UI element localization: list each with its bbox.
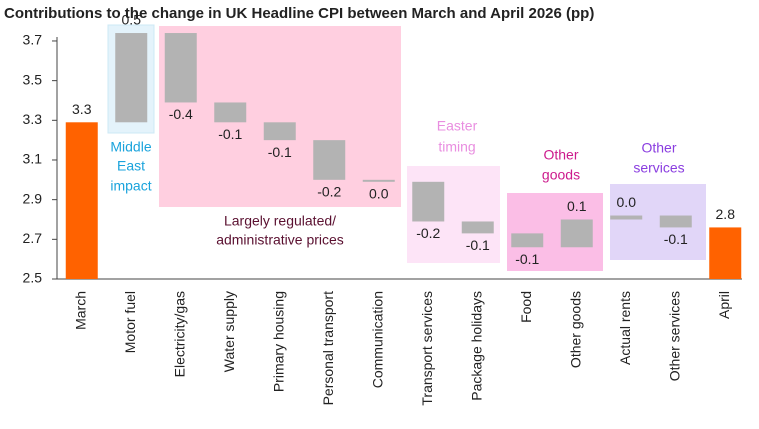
y-tick-label: 3.3 xyxy=(23,111,43,127)
value-label: 3.3 xyxy=(72,101,92,117)
bar xyxy=(164,33,197,103)
annotation: goods xyxy=(542,167,580,183)
annotation: Easter xyxy=(437,118,478,134)
x-tick-label: Communication xyxy=(369,291,385,388)
regulated-box xyxy=(159,26,401,207)
y-tick-label: 3.5 xyxy=(23,71,43,87)
value-label: 2.8 xyxy=(716,206,736,222)
bar xyxy=(610,215,643,220)
x-tick-label: April xyxy=(716,291,732,319)
annotation: administrative prices xyxy=(216,232,344,248)
x-tick-label: Actual rents xyxy=(617,291,633,365)
value-label: -0.1 xyxy=(268,144,292,160)
chart-title: Contributions to the change in UK Headli… xyxy=(4,5,594,22)
bar xyxy=(214,102,247,123)
y-tick-label: 2.5 xyxy=(23,270,43,286)
value-label: -0.1 xyxy=(466,237,490,253)
x-tick-label: Other goods xyxy=(567,291,583,368)
bar xyxy=(461,221,494,234)
value-label: 0.0 xyxy=(369,186,389,202)
value-label: 0.5 xyxy=(122,12,142,28)
value-label: 0.0 xyxy=(617,194,637,210)
x-tick-label: Transport services xyxy=(419,291,435,406)
annotation: East xyxy=(117,158,145,174)
value-label: 0.1 xyxy=(567,198,587,214)
y-tick-label: 3.1 xyxy=(23,151,43,167)
annotation: timing xyxy=(438,139,475,155)
annotation: Largely regulated/ xyxy=(224,213,336,229)
bar xyxy=(362,179,395,182)
x-tick-label: Other services xyxy=(666,291,682,381)
value-label: -0.1 xyxy=(515,251,539,267)
annotation: services xyxy=(633,160,684,176)
value-label: -0.1 xyxy=(218,126,242,142)
annotation: impact xyxy=(110,178,151,194)
y-tick-label: 3.7 xyxy=(23,32,43,48)
bar xyxy=(313,140,346,180)
annotation: Other xyxy=(543,147,578,163)
annotation: Other xyxy=(641,140,676,156)
x-tick-label: Package holidays xyxy=(468,291,484,401)
bar xyxy=(560,219,593,248)
bar xyxy=(659,215,692,228)
x-tick-label: Motor fuel xyxy=(122,291,138,353)
value-label: -0.2 xyxy=(416,225,440,241)
value-label: -0.1 xyxy=(664,231,688,247)
bar xyxy=(115,33,148,123)
bar xyxy=(511,233,544,248)
y-tick-label: 2.7 xyxy=(23,230,43,246)
y-tick-label: 2.9 xyxy=(23,190,43,206)
bar xyxy=(65,122,98,280)
bar xyxy=(412,181,445,222)
bar xyxy=(709,227,742,279)
x-tick-label: Food xyxy=(518,291,534,323)
x-tick-label: March xyxy=(72,291,88,330)
x-tick-label: Water supply xyxy=(221,291,237,372)
value-label: -0.4 xyxy=(169,106,193,122)
x-tick-label: Electricity/gas xyxy=(171,291,187,377)
value-label: -0.2 xyxy=(317,184,341,200)
bar xyxy=(263,122,296,141)
x-tick-label: Primary housing xyxy=(270,291,286,392)
annotation: Middle xyxy=(110,139,151,155)
x-tick-label: Personal transport xyxy=(320,291,336,406)
